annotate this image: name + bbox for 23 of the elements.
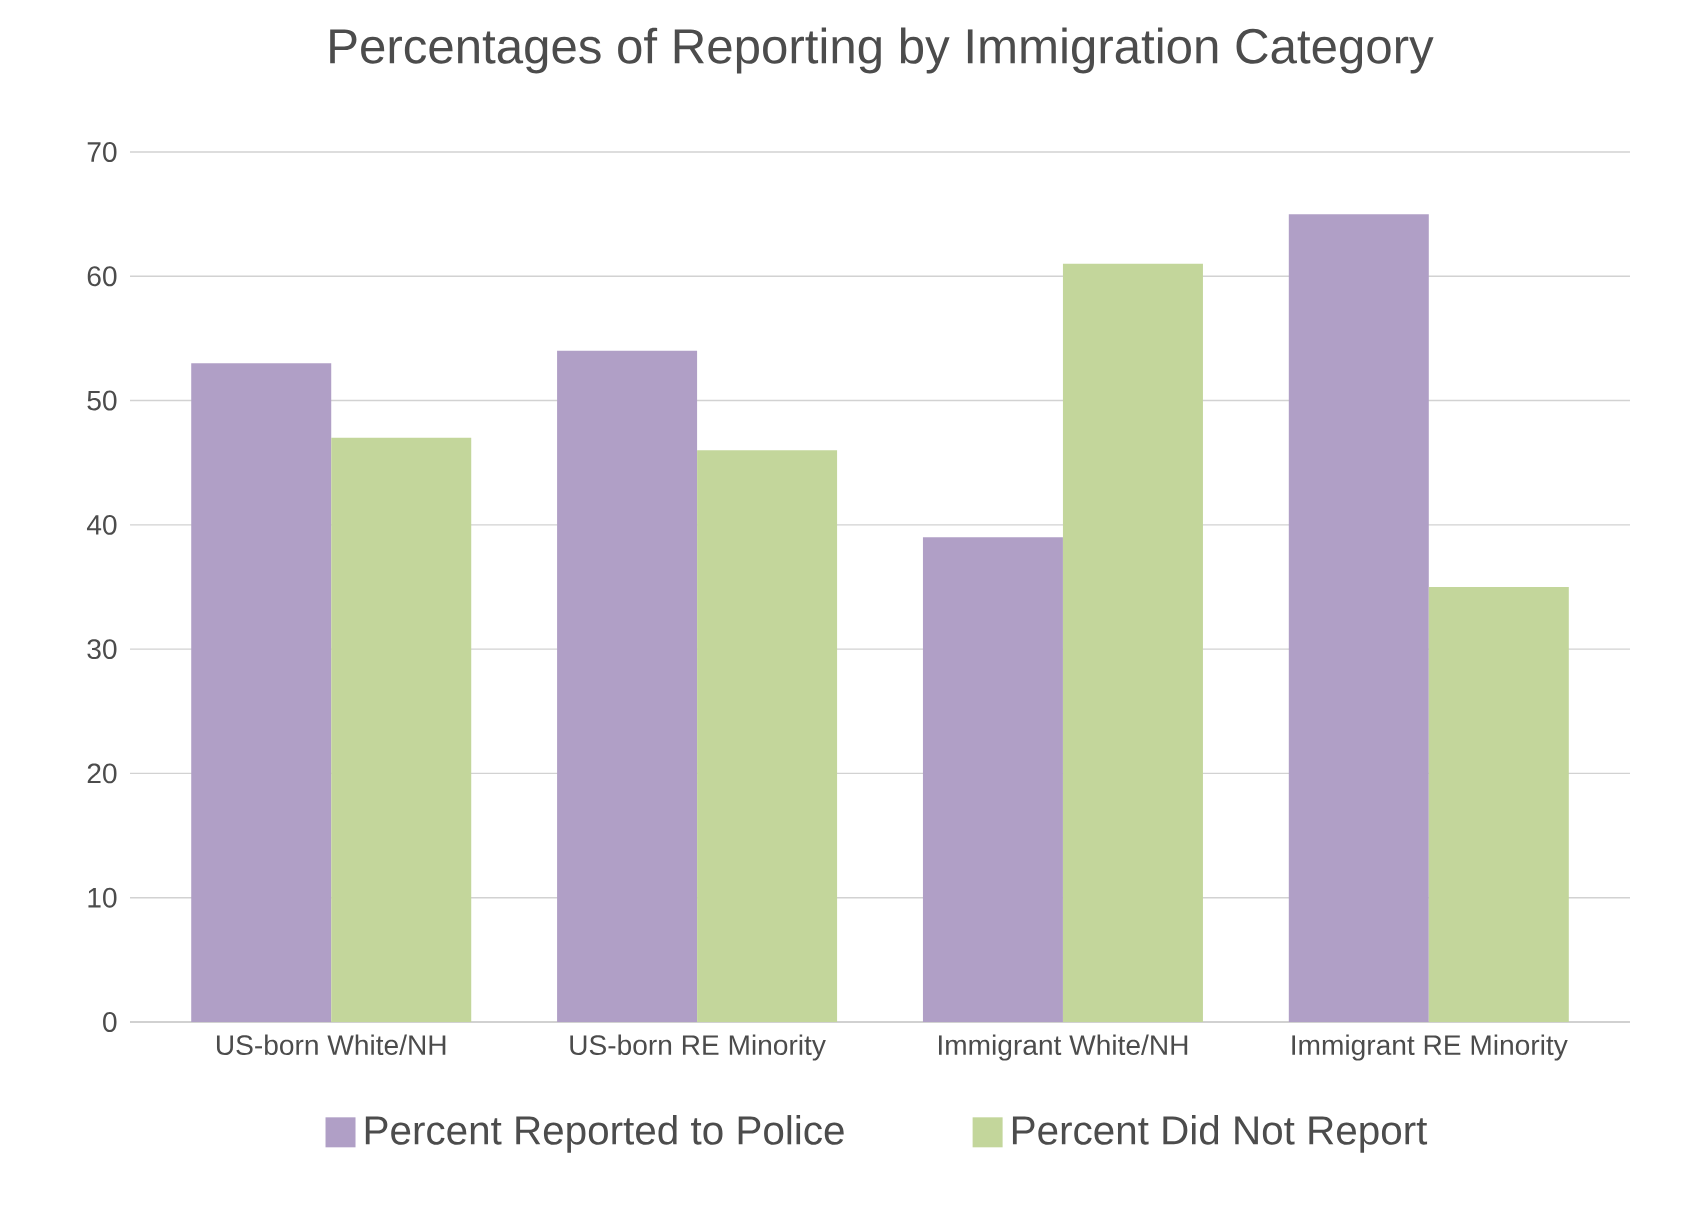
x-tick-label: Immigrant RE Minority <box>1292 1034 1568 1061</box>
bar <box>1062 263 1203 1022</box>
bar <box>191 363 332 1022</box>
x-tick-label: US-born White/NH <box>216 1034 446 1056</box>
bar <box>331 437 472 1022</box>
x-tick-label: Immigrant White/NH <box>938 1034 1188 1061</box>
x-tick-label: US-born RE Minority <box>570 1034 826 1061</box>
bar <box>557 350 698 1022</box>
y-tick-label: 10 <box>88 887 117 908</box>
y-tick-label: 40 <box>86 514 117 535</box>
bar <box>922 537 1063 1022</box>
legend-label: Percent Did Not Report <box>1012 1115 1428 1153</box>
legend-label: Percent Reported to Police <box>365 1115 844 1153</box>
y-tick-label: 20 <box>87 763 117 784</box>
bar <box>1288 214 1429 1022</box>
chart-title: Percentages of Reporting by Immigration Category <box>330 27 1434 74</box>
bar <box>1428 586 1569 1022</box>
bar <box>697 450 838 1022</box>
y-tick-label: 0 <box>103 1012 117 1032</box>
y-tick-label: 50 <box>87 390 117 411</box>
y-tick-label: 30 <box>87 639 117 660</box>
y-tick-label: 70 <box>87 142 117 162</box>
y-tick-label: 60 <box>87 266 117 287</box>
